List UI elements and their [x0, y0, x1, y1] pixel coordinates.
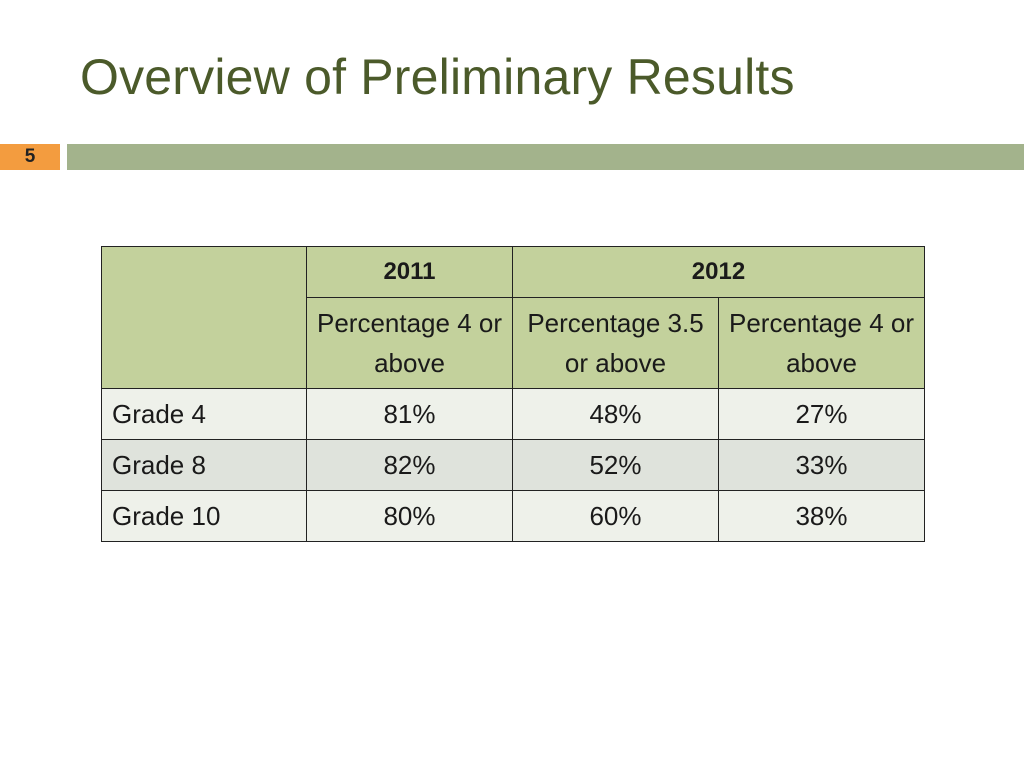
slide-title: Overview of Preliminary Results [80, 49, 795, 105]
table-cell: 52% [512, 439, 719, 491]
table-cell: 27% [718, 388, 925, 440]
table-cell: 80% [306, 490, 513, 542]
accent-bar [67, 144, 1024, 170]
row-label: Grade 8 [101, 439, 307, 491]
row-label: Grade 10 [101, 490, 307, 542]
table-cell: 33% [718, 439, 925, 491]
header-year-2012: 2012 [512, 246, 925, 298]
header-row-years: 2011 2012 [101, 246, 925, 389]
table-cell: 81% [306, 388, 513, 440]
header-metric-2011-pct4: Percentage 4 or above [306, 297, 513, 389]
table-cell: 82% [306, 439, 513, 491]
table-cell: 48% [512, 388, 719, 440]
results-table: 2011 2012 Percentage 4 or above Percenta… [101, 246, 925, 542]
table-row: Grade 10 80% 60% 38% [101, 490, 925, 542]
table-row: Grade 8 82% 52% 33% [101, 439, 925, 491]
header-metric-2012-pct35: Percentage 3.5 or above [512, 297, 719, 389]
table-cell: 38% [718, 490, 925, 542]
header-year-2011: 2011 [306, 246, 513, 298]
header-empty-cell [101, 246, 307, 389]
header-row-metrics: Percentage 4 or above Percentage 3.5 or … [102, 297, 925, 389]
header-metric-2012-pct4: Percentage 4 or above [718, 297, 925, 389]
table-cell: 60% [512, 490, 719, 542]
slide-number-badge: 5 [0, 144, 60, 170]
table-row: Grade 4 81% 48% 27% [101, 388, 925, 440]
row-label: Grade 4 [101, 388, 307, 440]
